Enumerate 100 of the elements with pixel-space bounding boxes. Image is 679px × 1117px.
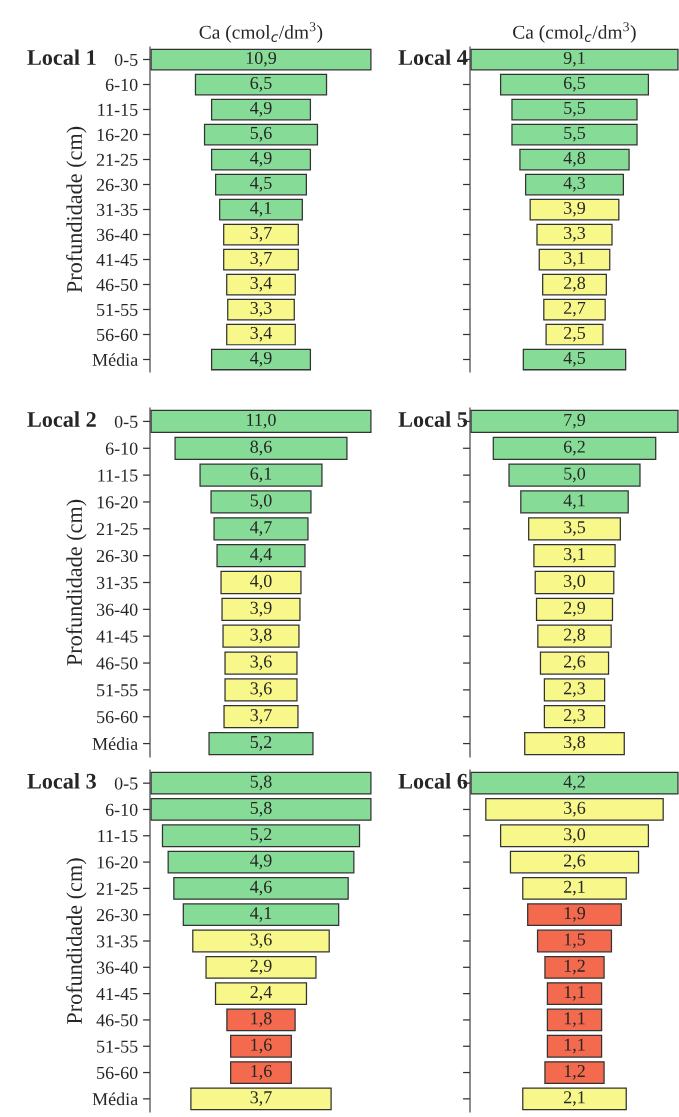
data-label: 6,5 — [250, 76, 272, 92]
category-label: 36-40 — [96, 961, 138, 974]
data-label: 1,2 — [564, 959, 585, 975]
category-label: 51-55 — [97, 1040, 138, 1053]
data-label: 4,6 — [250, 880, 272, 896]
data-label: 1,5 — [564, 933, 586, 949]
data-label: 1,1 — [564, 1012, 585, 1028]
data-label: 3,6 — [250, 933, 272, 949]
text: Local 3 — [27, 773, 96, 789]
category-label: 6-10 — [105, 803, 138, 816]
data-label: 3,6 — [250, 682, 272, 697]
data-label: 6,1 — [250, 467, 272, 483]
category-label: 26-30 — [96, 908, 138, 922]
category-label: 46-50 — [96, 1014, 138, 1027]
data-label: 3,0 — [564, 828, 586, 843]
data-label: 9,1 — [563, 51, 585, 67]
data-label: 6,5 — [563, 76, 586, 92]
data-label: 3,1 — [564, 548, 585, 563]
data-label: 6,2 — [563, 440, 585, 456]
data-label: 5,2 — [250, 828, 272, 843]
data-label: 3,9 — [250, 601, 272, 617]
data-label: 2,9 — [564, 601, 586, 617]
data-label: 5,0 — [250, 494, 272, 510]
category-label: 6-10 — [105, 78, 138, 91]
data-label: 1,2 — [564, 1064, 585, 1080]
data-label: 5,0 — [564, 467, 586, 483]
data-label: 4,9 — [250, 101, 272, 117]
category-label: 41-45 — [96, 253, 138, 266]
category-label: 56-60 — [97, 710, 138, 724]
data-label: 3,4 — [250, 326, 272, 342]
data-label: 3,8 — [564, 735, 586, 751]
data-label: 4,1 — [250, 201, 272, 217]
data-label: 1,6 — [251, 1038, 272, 1054]
data-label: 3,3 — [564, 226, 586, 242]
text: Local 4 — [398, 49, 468, 66]
data-label: 3,1 — [564, 251, 585, 267]
data-label: 4,9 — [250, 854, 272, 870]
data-label: 5,5 — [564, 102, 586, 117]
data-label: 3,6 — [250, 655, 272, 671]
category-label: 11-15 — [98, 830, 138, 843]
category-label: 51-55 — [97, 303, 138, 316]
data-label: 4,9 — [250, 351, 272, 367]
data-label: 2,9 — [250, 959, 272, 975]
category-label: 51-55 — [97, 684, 138, 697]
data-label: 2,3 — [564, 682, 586, 697]
data-label: 3,3 — [250, 301, 272, 317]
data-label: 5,6 — [250, 126, 272, 142]
data-label: 4,4 — [250, 548, 272, 563]
data-label: 3,4 — [250, 276, 272, 292]
data-label: 4,1 — [563, 494, 585, 510]
data-label: 4,9 — [250, 151, 272, 167]
data-label: 5,8 — [250, 801, 272, 817]
text: Local 6 — [398, 773, 468, 789]
data-label: 3,9 — [564, 201, 586, 217]
data-label: 2,8 — [564, 628, 586, 644]
category-label: 46-50 — [96, 278, 138, 291]
data-label: 4,8 — [563, 151, 586, 167]
data-label: 4,5 — [563, 351, 586, 367]
data-label: 3,6 — [564, 801, 586, 817]
data-label: 3,8 — [250, 628, 272, 644]
category-label: 16-20 — [97, 128, 138, 141]
category-label: Média — [92, 737, 138, 751]
data-label: 4,7 — [250, 521, 272, 536]
data-label: 1,9 — [564, 907, 586, 922]
data-label: 3,7 — [250, 251, 272, 267]
category-label: 36-40 — [96, 228, 138, 241]
data-label: 4,0 — [250, 574, 272, 590]
data-label: 3,7 — [250, 1091, 272, 1106]
data-label: 4,3 — [563, 176, 586, 192]
data-label: 4,5 — [250, 176, 272, 192]
category-label: 6-10 — [105, 442, 138, 455]
category-label: 31-35 — [96, 576, 138, 589]
data-label: 7,9 — [564, 413, 586, 429]
category-label: 0-5 — [114, 777, 138, 790]
category-label: 41-45 — [96, 630, 138, 643]
data-label: 8,6 — [250, 440, 272, 456]
category-label: 41-45 — [96, 987, 138, 1001]
data-label: 3,7 — [250, 226, 272, 242]
data-label: 2,6 — [564, 854, 586, 870]
data-label: 11,0 — [247, 413, 276, 429]
text: Profundidade (cm) — [66, 499, 87, 666]
category-label: 11-15 — [98, 469, 138, 482]
category-label: 31-35 — [96, 203, 138, 216]
text: Local 5 — [398, 411, 468, 427]
data-label: 10,9 — [246, 51, 277, 67]
data-label: 2,1 — [564, 1091, 585, 1106]
category-label: Média — [92, 353, 138, 366]
category-label: 56-60 — [97, 328, 138, 341]
category-label: 16-20 — [97, 856, 138, 869]
data-label: 2,3 — [564, 709, 586, 724]
category-label: 21-25 — [96, 882, 138, 895]
category-label: 56-60 — [97, 1066, 138, 1079]
data-label: 1,6 — [251, 1064, 272, 1080]
data-label: 5,8 — [250, 775, 272, 791]
text: Ca (cmol$_{c}$/dm$^{3}$) — [513, 22, 636, 43]
data-label: 2,7 — [564, 301, 586, 317]
data-label: 1,8 — [251, 1012, 272, 1028]
data-label: 2,1 — [564, 880, 585, 896]
data-label: 3,7 — [250, 709, 272, 724]
category-label: 31-35 — [96, 935, 138, 948]
